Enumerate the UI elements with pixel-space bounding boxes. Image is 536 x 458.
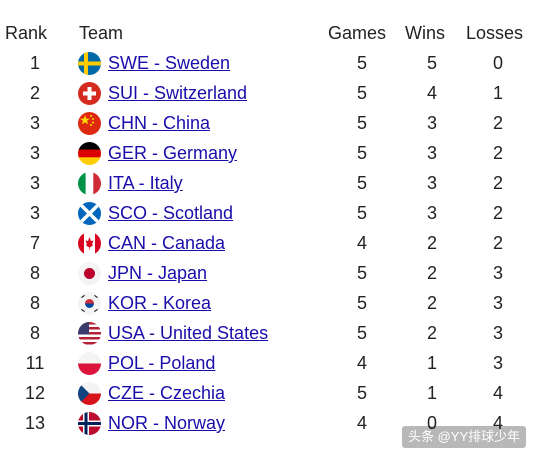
losses-cell: 2 [492,173,503,193]
rank-cell: 1 [29,53,40,73]
table-row: 11 POL - Poland 4 1 3 [0,348,536,378]
team-link-italy[interactable]: ITA - Italy [108,173,183,193]
games-cell: 5 [356,293,367,313]
games-cell: 5 [356,383,367,403]
team-link-czechia[interactable]: CZE - Czechia [108,383,226,403]
games-cell: 5 [356,323,367,343]
rank-cell: 8 [29,263,40,283]
team-link-switzerland[interactable]: SUI - Switzerland [108,83,248,103]
china-flag-icon [78,112,101,135]
games-cell: 5 [356,53,367,73]
losses-cell: 2 [492,113,503,133]
rank-cell: 3 [29,203,40,223]
canada-flag-icon [78,232,101,255]
losses-cell: 3 [492,263,503,283]
wins-cell: 3 [426,173,437,193]
rank-cell: 13 [24,413,46,433]
wins-cell: 3 [426,143,437,163]
wins-cell: 2 [426,293,437,313]
losses-header: Losses [466,23,524,43]
switzerland-flag-icon [78,82,101,105]
rank-cell: 8 [29,323,40,343]
wins-header: Wins [405,23,445,43]
losses-cell: 2 [492,143,503,163]
watermark: 头条 @YY排球少年 [402,426,527,448]
rank-cell: 3 [29,173,40,193]
wins-cell: 0 [426,413,437,433]
games-cell: 5 [356,143,367,163]
team-link-poland[interactable]: POL - Poland [108,353,216,373]
table-row: 8 KOR - Korea 5 2 3 [0,288,536,318]
poland-flag-icon [78,352,101,375]
losses-cell: 1 [492,83,503,103]
wins-cell: 2 [426,233,437,253]
wins-cell: 2 [426,263,437,283]
czechia-flag-icon [78,382,101,405]
table-row: 3 GER - Germany 5 3 2 [0,138,536,168]
team-header: Team [79,23,124,43]
table-row: 12 CZE - Czechia 5 1 4 [0,378,536,408]
wins-cell: 2 [426,323,437,343]
rank-cell: 7 [29,233,40,253]
games-cell: 5 [356,113,367,133]
losses-cell: 2 [492,203,503,223]
table-row: 3 ITA - Italy 5 3 2 [0,168,536,198]
table-row: 3 CHN - China 5 3 2 [0,108,536,138]
germany-flag-icon [78,142,101,165]
rank-cell: 11 [25,353,45,373]
wins-cell: 5 [426,53,437,73]
table-row: 7 CAN - Canada 4 2 2 [0,228,536,258]
games-cell: 4 [356,353,367,373]
losses-cell: 4 [492,413,503,433]
games-cell: 4 [356,413,367,433]
sweden-flag-icon [78,52,101,75]
scotland-flag-icon [78,202,101,225]
games-cell: 5 [356,263,367,283]
losses-cell: 3 [492,353,503,373]
wins-cell: 4 [426,83,437,103]
table-row: 3 SCO - Scotland 5 3 2 [0,198,536,228]
rank-cell: 8 [29,293,40,313]
norway-flag-icon [78,412,101,435]
losses-cell: 4 [492,383,503,403]
team-link-usa[interactable]: USA - United States [108,323,269,343]
team-link-japan[interactable]: JPN - Japan [108,263,208,283]
korea-flag-icon [78,292,101,315]
losses-cell: 3 [492,293,503,313]
team-link-china[interactable]: CHN - China [108,113,211,133]
rank-header: Rank [5,23,48,43]
games-cell: 5 [356,173,367,193]
losses-cell: 3 [492,323,503,343]
team-link-canada[interactable]: CAN - Canada [108,233,226,253]
table-header: Rank Team Games Wins Losses [0,18,536,48]
rank-cell: 3 [29,113,40,133]
table-row: 2 SUI - Switzerland 5 4 1 [0,78,536,108]
losses-cell: 2 [492,233,503,253]
table-row: 8 JPN - Japan 5 2 3 [0,258,536,288]
italy-flag-icon [78,172,101,195]
table-row: 1 SWE - Sweden 5 5 0 [0,48,536,78]
team-link-scotland[interactable]: SCO - Scotland [108,203,234,223]
wins-cell: 1 [426,383,437,403]
team-link-germany[interactable]: GER - Germany [108,143,238,163]
team-link-korea[interactable]: KOR - Korea [108,293,212,313]
losses-cell: 0 [492,53,503,73]
table-row: 8 USA - United States 5 2 3 [0,318,536,348]
games-header: Games [328,23,387,43]
wins-cell: 3 [426,113,437,133]
usa-flag-icon [78,322,101,345]
japan-flag-icon [78,262,101,285]
wins-cell: 3 [426,203,437,223]
games-cell: 4 [356,233,367,253]
team-link-norway[interactable]: NOR - Norway [108,413,226,433]
team-link-sweden[interactable]: SWE - Sweden [108,53,231,73]
games-cell: 5 [356,83,367,103]
wins-cell: 1 [426,353,437,373]
rank-cell: 2 [29,83,40,103]
table-row: 13 NOR - Norway 4 0 4 [0,408,536,438]
games-cell: 5 [356,203,367,223]
rank-cell: 3 [29,143,40,163]
rank-cell: 12 [24,383,46,403]
